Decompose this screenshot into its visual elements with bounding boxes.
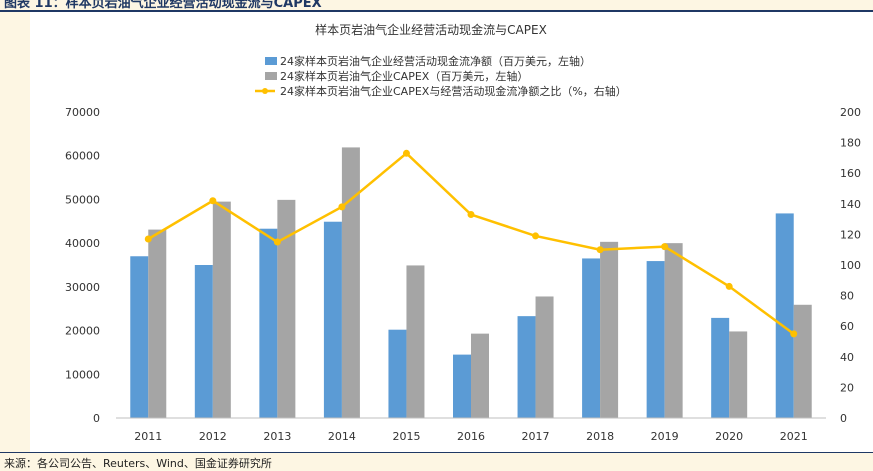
legend-swatch-capex	[265, 72, 277, 80]
source-note: 来源：各公司公告、Reuters、Wind、国金证券研究所	[4, 457, 272, 470]
chart-title: 样本页岩油气企业经营活动现金流与CAPEX	[315, 22, 547, 37]
y-left-tick-label: 30000	[65, 281, 100, 294]
top-rule	[0, 10, 873, 12]
chart-panel: 样本页岩油气企业经营活动现金流与CAPEX 24家样本页岩油气企业经营活动现金流…	[30, 12, 873, 452]
y-right-tick-label: 140	[840, 198, 861, 211]
y-left-tick-label: 60000	[65, 150, 100, 163]
bar-cashflow	[775, 213, 794, 418]
x-tick-label: 2013	[263, 430, 291, 443]
plot-area: 0 10000 20000 30000 40000 50000 60000 70000 0 20 4…	[65, 106, 861, 443]
x-tick-label: 2015	[392, 430, 420, 443]
x-tick-label: 2014	[328, 430, 356, 443]
bar-cashflow	[194, 265, 213, 418]
y-left-tick-label: 50000	[65, 193, 100, 206]
bar-capex	[793, 304, 812, 418]
y-left-tick-label: 70000	[65, 106, 100, 119]
y-right-tick-label: 0	[840, 412, 847, 425]
bar-cashflow	[646, 261, 665, 418]
y-right-tick-label: 40	[840, 351, 854, 364]
bar-cashflow	[517, 316, 536, 418]
y-right-tick-label: 120	[840, 228, 861, 241]
ratio-point	[467, 211, 475, 219]
y-left-tick-label: 40000	[65, 237, 100, 250]
bar-capex	[406, 265, 425, 418]
ratio-point	[338, 203, 346, 211]
bar-capex	[535, 296, 554, 418]
y-right-tick-label: 20	[840, 381, 854, 394]
ratio-point	[661, 243, 669, 251]
figure-caption-bar: 图表 11：样本页岩油气企业经营活动现金流与CAPEX	[0, 0, 873, 10]
bar-cashflow	[388, 329, 407, 418]
x-tick-label: 2018	[586, 430, 614, 443]
bar-capex	[212, 201, 231, 418]
x-tick-label: 2011	[134, 430, 162, 443]
bottom-rule	[0, 452, 873, 453]
y-right-tick-label: 60	[840, 320, 854, 333]
bar-cashflow	[323, 221, 342, 418]
ratio-point	[144, 235, 152, 243]
y-right-tick-label: 200	[840, 106, 861, 119]
x-tick-label: 2012	[199, 430, 227, 443]
bar-cashflow	[453, 354, 471, 418]
legend-label-cashflow: 24家样本页岩油气企业经营活动现金流净额（百万美元，左轴）	[280, 54, 591, 68]
ratio-point	[725, 282, 733, 290]
bar-capex	[471, 333, 489, 418]
x-tick-label: 2016	[457, 430, 485, 443]
x-tick-label: 2017	[522, 430, 550, 443]
y-right-tick-label: 80	[840, 290, 854, 303]
y-left-tick-label: 20000	[65, 325, 100, 338]
legend-swatch-ratio-marker	[262, 88, 268, 94]
bar-capex	[729, 331, 748, 418]
bar-cashflow	[130, 256, 149, 418]
chart-svg: 样本页岩油气企业经营活动现金流与CAPEX 24家样本页岩油气企业经营活动现金流…	[65, 22, 861, 443]
figure-caption: 图表 11：样本页岩油气企业经营活动现金流与CAPEX	[4, 0, 322, 10]
y-right-tick-label: 160	[840, 167, 861, 180]
y-right-tick-label: 180	[840, 137, 861, 150]
ratio-point	[209, 197, 217, 205]
bar-cashflow	[582, 258, 601, 418]
bar-capex	[664, 243, 683, 418]
bar-capex	[277, 199, 296, 418]
bar-capex	[600, 241, 619, 418]
ratio-line	[147, 151, 795, 335]
x-tick-label: 2019	[651, 430, 679, 443]
bar-cashflow	[711, 317, 730, 418]
ratio-point	[596, 246, 604, 254]
y-left-tick-label: 10000	[65, 368, 100, 381]
y-left-tick-label: 0	[93, 412, 100, 425]
legend-label-capex: 24家样本页岩油气企业CAPEX（百万美元，左轴）	[280, 69, 528, 83]
ratio-point	[273, 238, 281, 246]
ratio-point	[402, 149, 410, 157]
x-tick-label: 2021	[780, 430, 808, 443]
bar-capex	[341, 147, 360, 418]
ratio-point	[532, 232, 540, 240]
x-tick-label: 2020	[715, 430, 743, 443]
y-right-tick-label: 100	[840, 259, 861, 272]
ratio-point	[790, 330, 798, 338]
bar-capex	[148, 229, 167, 418]
legend-label-ratio: 24家样本页岩油气企业CAPEX与经营活动现金流净额之比（%，右轴）	[280, 84, 627, 98]
legend-swatch-cashflow	[265, 57, 277, 65]
bar-cashflow	[259, 228, 278, 418]
